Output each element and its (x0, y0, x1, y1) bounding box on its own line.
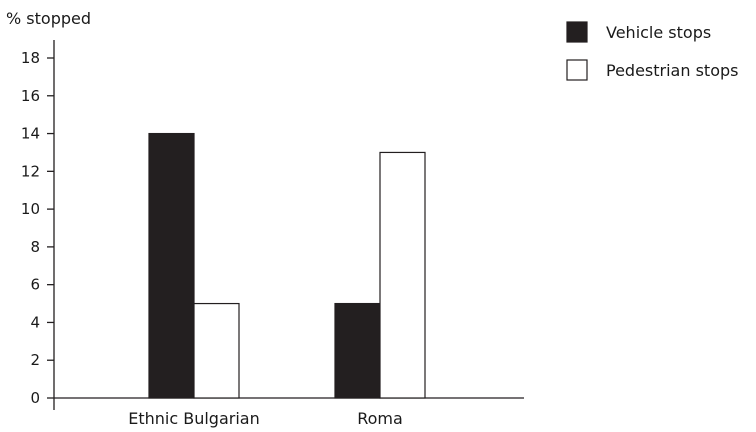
legend-label-pedestrian: Pedestrian stops (606, 61, 738, 80)
category-labels: Ethnic Bulgarian Roma (128, 409, 403, 428)
x-category-label: Roma (357, 409, 403, 428)
y-axis: 0 2 4 6 8 10 12 14 16 18 (21, 40, 55, 410)
legend-label-vehicle: Vehicle stops (606, 23, 711, 42)
y-tick-label: 4 (30, 313, 40, 331)
legend-swatch-pedestrian (566, 59, 588, 81)
bar-vehicle-1 (334, 302, 381, 399)
y-tick-label: 6 (30, 276, 40, 294)
bar-pedestrian-0 (193, 302, 240, 399)
y-tick-label: 14 (21, 125, 40, 143)
y-tick-label: 0 (30, 389, 40, 407)
bar-pedestrian-1 (379, 151, 426, 399)
y-tick-label: 2 (30, 351, 40, 369)
y-tick-label: 18 (21, 49, 40, 67)
y-tick-label: 16 (21, 87, 40, 105)
y-tick-label: 8 (30, 238, 40, 256)
legend: Vehicle stops Pedestrian stops (566, 21, 738, 81)
x-category-label: Ethnic Bulgarian (128, 409, 259, 428)
bars (148, 132, 426, 399)
y-axis-label: % stopped (6, 9, 91, 28)
bar-vehicle-0 (148, 132, 195, 399)
y-tick-label: 12 (21, 162, 40, 180)
y-tick-label: 10 (21, 200, 40, 218)
legend-swatch-vehicle (566, 21, 588, 43)
